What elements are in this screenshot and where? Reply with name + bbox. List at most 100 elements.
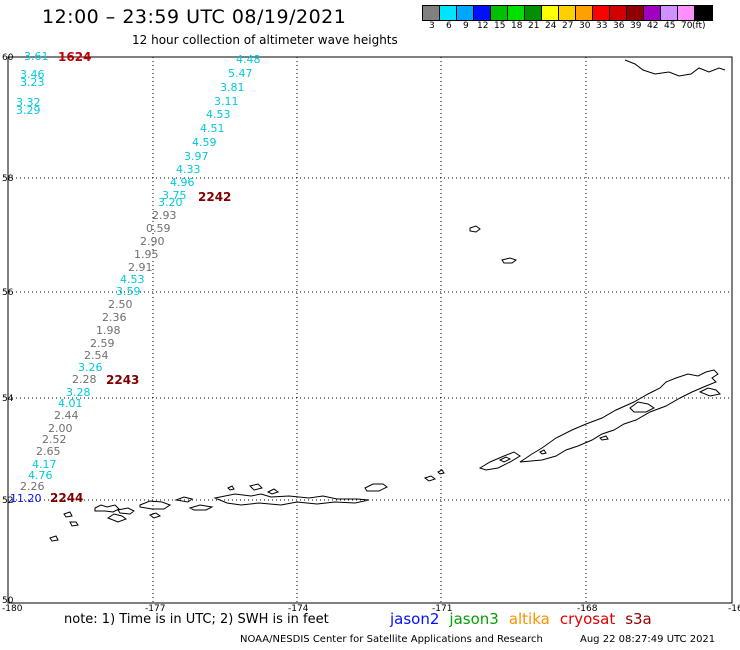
- wave-height-value: 2.93: [152, 209, 177, 222]
- colorbar-swatch: [661, 6, 678, 20]
- wave-height-value: 2.65: [36, 445, 61, 458]
- colorbar-swatch: [559, 6, 576, 20]
- map-subtitle: 12 hour collection of altimeter wave hei…: [132, 33, 398, 47]
- wave-height-value: 4.01: [58, 397, 83, 410]
- wave-height-value: 3.26: [78, 361, 103, 374]
- colorbar-label: 45: [664, 21, 676, 31]
- colorbar-label: 21: [528, 21, 540, 31]
- wave-height-value: 2.52: [42, 433, 67, 446]
- island-east-2: [423, 469, 445, 482]
- lat-tick-label: 58: [2, 174, 14, 184]
- wave-height-value: 2.28: [72, 373, 97, 386]
- legend-item-jason2: jason2: [390, 610, 440, 628]
- colorbar-swatch: [457, 6, 474, 20]
- colorbar-label: 18: [511, 21, 523, 31]
- colorbar-label: 33: [596, 21, 608, 31]
- lon-tick-label: -16: [728, 604, 740, 614]
- wave-height-value: 3.20: [158, 196, 183, 209]
- note-text: note: 1) Time is in UTC; 2) SWH is in fe…: [64, 612, 329, 627]
- wave-height-value: 2.44: [54, 409, 79, 422]
- alaska-peninsula: [519, 369, 722, 463]
- lon-tick-label: -177: [145, 604, 165, 614]
- footer-timestamp: Aug 22 08:27:49 UTC 2021: [580, 634, 716, 645]
- wave-height-value: 2.54: [84, 349, 109, 362]
- map-title: 12:00 – 23:59 UTC 08/19/2021: [42, 6, 347, 28]
- colorbar-swatch: [610, 6, 627, 20]
- wave-height-value: 0.59: [146, 222, 171, 235]
- axis-labels: -180 -177 -174 -171 -168 -16 60 58 56 54 52 50: [2, 53, 740, 614]
- wave-height-value: 4.53: [120, 273, 145, 286]
- colorbar-swatch: [593, 6, 610, 20]
- colorbar-swatch: [440, 6, 457, 20]
- wave-height-value: 2.91: [128, 261, 153, 274]
- pass-label: 1624: [58, 50, 91, 64]
- pribilof-island-2: [501, 257, 518, 264]
- wave-height-value: 2.00: [48, 422, 73, 435]
- wave-height-value: 3.46: [20, 68, 45, 81]
- map-frame: [7, 56, 733, 604]
- island-east-3: [478, 451, 521, 471]
- colorbar-swatch: [542, 6, 559, 20]
- colorbar-label: 12: [477, 21, 489, 31]
- lon-tick-label: -168: [577, 604, 598, 614]
- legend-item-s3a: s3a: [625, 610, 652, 628]
- wave-height-value: 3.97: [184, 150, 209, 163]
- wave-height-value: 2.90: [140, 235, 165, 248]
- wave-height-value: 4.33: [176, 163, 201, 176]
- wave-height-value: 1.95: [134, 248, 159, 261]
- pass-label: 2242: [198, 190, 231, 204]
- wave-height-value: 1.98: [96, 324, 121, 337]
- wave-height-value: 2.26: [20, 480, 45, 493]
- lon-tick-label: -171: [432, 604, 452, 614]
- colorbar-label: 70: [681, 21, 693, 31]
- wave-height-value: 3.29: [16, 104, 41, 117]
- wave-height-value: 4.17: [32, 458, 57, 471]
- wave-height-value: 3.28: [66, 386, 91, 399]
- lat-tick-label: 56: [2, 288, 14, 298]
- pass-label: 2244: [50, 491, 83, 505]
- colorbar-swatch: [678, 6, 695, 20]
- wave-height-value: 11.20: [10, 492, 42, 505]
- wave-height-value: 2.36: [102, 311, 127, 324]
- colorbar-swatch: [627, 6, 644, 20]
- wave-height-value: 4.76: [28, 469, 53, 482]
- wave-height-value: 3.75: [162, 189, 187, 202]
- legend-item-cryosat: cryosat: [559, 610, 616, 628]
- footer-credit: NOAA/NESDIS Center for Satellite Applica…: [240, 634, 543, 645]
- legend-item-altika: altika: [508, 610, 550, 628]
- altimeter-tracks: 3.61 3.463.23 3.323.29 1624 4.485.473.813.11…: [10, 50, 261, 505]
- wave-height-value: 4.51: [200, 122, 225, 135]
- pribilof-island-1: [469, 225, 481, 233]
- colorbar-swatch: [508, 6, 525, 20]
- lat-tick-label: 52: [2, 496, 13, 506]
- wave-height-value: 2.59: [90, 337, 115, 350]
- colorbar-label: 24: [545, 21, 557, 31]
- satellite-legend: jason2 jason3 altika cryosat s3a: [390, 610, 662, 628]
- colorbar-swatch: [576, 6, 593, 20]
- lat-tick-label: 50: [2, 596, 14, 606]
- colorbar-label: 42: [647, 21, 659, 31]
- wave-height-value: 2.50: [108, 298, 133, 311]
- pass-label: 2243: [106, 373, 139, 387]
- lat-tick-label: 60: [2, 53, 14, 63]
- wave-height-value: 3.32: [16, 96, 41, 109]
- wave-height-value: 3.81: [220, 81, 245, 94]
- colorbar-swatch: [491, 6, 508, 20]
- colorbar-label: 27: [562, 21, 574, 31]
- colorbar-label: 39: [630, 21, 642, 31]
- colorbar-label: 3: [429, 21, 435, 31]
- aleutian-islands: [49, 483, 370, 542]
- island-east-1: [364, 483, 388, 492]
- wave-height-value: 4.59: [192, 136, 217, 149]
- colorbar-swatch: [695, 6, 712, 20]
- wave-height-value: 4.48: [236, 53, 261, 66]
- colorbar-swatch: [644, 6, 661, 20]
- wave-height-value: 5.47: [228, 67, 253, 80]
- colorbar-label: 36: [613, 21, 625, 31]
- lat-tick-label: 54: [2, 394, 14, 404]
- wave-height-value: 3.23: [20, 76, 45, 89]
- colorbar-label: 9: [463, 21, 469, 31]
- wave-height-value: 4.96: [170, 176, 195, 189]
- coastline: [49, 59, 726, 542]
